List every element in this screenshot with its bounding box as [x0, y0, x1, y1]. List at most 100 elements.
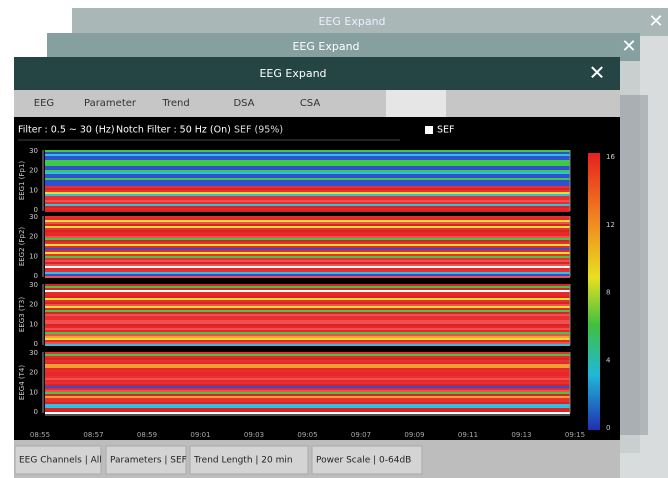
back-title: EEG Expand	[292, 40, 359, 53]
spectrogram-row	[45, 182, 570, 184]
spectrogram-row	[45, 408, 570, 410]
spectrogram-row	[45, 276, 570, 278]
spectrogram-row	[45, 398, 570, 400]
y-tick-label: 20	[29, 167, 38, 175]
x-tick-label: 08:55	[30, 431, 50, 439]
spectrogram-row	[45, 208, 570, 210]
spectrogram-row	[45, 198, 570, 200]
spectrogram-row	[45, 192, 570, 194]
close-button[interactable]: ✕	[621, 36, 636, 57]
close-button[interactable]: ✕	[648, 11, 663, 32]
tab-selected[interactable]	[386, 90, 446, 117]
button-label[interactable]: EEG Channels | All	[19, 456, 102, 466]
tab[interactable]: Trend	[161, 98, 189, 109]
tab[interactable]: CSA	[300, 98, 321, 109]
spectrogram-row	[45, 176, 570, 178]
spectrogram-row	[45, 216, 570, 218]
spectrogram-row	[45, 258, 570, 260]
sef-checkbox-label[interactable]: SEF	[437, 125, 455, 136]
spectrogram-row	[45, 302, 570, 304]
spectrogram-row	[45, 306, 570, 308]
spectrogram-row	[45, 232, 570, 234]
spectrogram-row	[45, 390, 570, 392]
tab[interactable]: EEG	[34, 98, 54, 109]
spectrogram-row	[45, 228, 570, 230]
spectrogram-row	[45, 374, 570, 376]
spectrogram-row	[45, 162, 570, 164]
spectrogram-row	[45, 400, 570, 402]
close-button[interactable]: ✕	[589, 61, 606, 85]
window-title: EEG Expand	[259, 67, 326, 80]
spectrogram-row	[45, 404, 570, 406]
spectrogram-row	[45, 342, 570, 344]
spectrogram-row	[45, 186, 570, 188]
back-title: EEG Expand	[318, 15, 385, 28]
y-tick-label: 30	[29, 147, 38, 155]
tab[interactable]: DSA	[233, 98, 254, 109]
spectrogram-row	[45, 314, 570, 316]
x-tick-label: 09:01	[190, 431, 210, 439]
spectrogram-row	[45, 294, 570, 296]
spectrogram-row	[45, 238, 570, 240]
spectrogram-row	[45, 288, 570, 290]
y-tick-label: 0	[34, 272, 38, 280]
spectrogram-row	[45, 354, 570, 356]
spectrogram-row	[45, 392, 570, 394]
spectrogram-row	[45, 236, 570, 238]
spectrogram-row	[45, 272, 570, 274]
spectrogram-row	[45, 202, 570, 204]
spectrogram-row	[45, 344, 570, 346]
spectrogram-row	[45, 264, 570, 266]
sef-checkbox[interactable]	[425, 126, 433, 134]
button-label[interactable]: Parameters | SEF	[110, 456, 187, 466]
spectrogram-row	[45, 366, 570, 368]
spectrogram-row	[45, 170, 570, 172]
spectrogram-row	[45, 220, 570, 222]
spectrogram-row	[45, 326, 570, 328]
spectrogram-row	[45, 150, 570, 152]
screen: EEG Expand ✕ EEG Expand ✕ EEG Expand ✕ E…	[0, 0, 668, 478]
back-panel	[620, 95, 648, 435]
spectrogram-row	[45, 308, 570, 310]
spectrogram-row	[45, 206, 570, 208]
x-tick-label: 09:09	[404, 431, 424, 439]
spectrogram-row	[45, 310, 570, 312]
colorbar-tick-label: 16	[606, 153, 615, 161]
spectrogram-row	[45, 242, 570, 244]
spectrogram-row	[45, 224, 570, 226]
spectrogram-row	[45, 370, 570, 372]
spectrogram-row	[45, 362, 570, 364]
spectrogram-row	[45, 338, 570, 340]
spectrogram-row	[45, 304, 570, 306]
colorbar-tick-label: 0	[606, 424, 610, 432]
spectrogram-row	[45, 290, 570, 292]
button-label[interactable]: Trend Length | 20 min	[193, 456, 293, 466]
spectrogram-row	[45, 266, 570, 268]
spectrogram-row	[45, 296, 570, 298]
spectrogram-row	[45, 252, 570, 254]
spectrogram-row	[45, 336, 570, 338]
spectrogram-row	[45, 184, 570, 186]
spectrogram-row	[45, 320, 570, 322]
spectrogram-row	[45, 406, 570, 408]
spectrogram-row	[45, 286, 570, 288]
spectrogram-row	[45, 412, 570, 414]
tab[interactable]: Parameter	[84, 98, 137, 109]
spectrogram-row	[45, 372, 570, 374]
spectrogram-row	[45, 178, 570, 180]
spectrogram-row	[45, 386, 570, 388]
spectrogram-row	[45, 210, 570, 212]
spectrogram-row	[45, 168, 570, 170]
spectrogram-row	[45, 256, 570, 258]
spectrogram-row	[45, 382, 570, 384]
y-tick-label: 10	[29, 320, 38, 328]
spectrogram-row	[45, 152, 570, 154]
y-tick-label: 20	[29, 301, 38, 309]
colorbar	[588, 153, 600, 430]
spectrogram-row	[45, 312, 570, 314]
spectrogram-row	[45, 160, 570, 162]
y-tick-label: 30	[29, 349, 38, 357]
button-label[interactable]: Power Scale | 0-64dB	[316, 456, 411, 466]
filter-label: Filter : 0.5 ~ 30 (Hz)	[18, 125, 115, 136]
spectrogram-row	[45, 378, 570, 380]
